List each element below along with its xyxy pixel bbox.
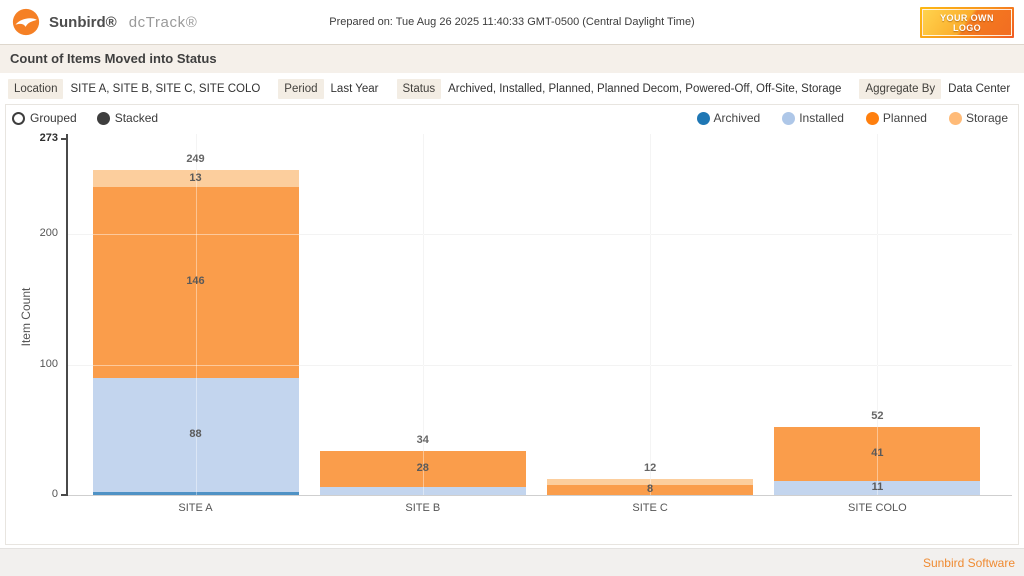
bar-segment-planned[interactable] <box>319 450 526 488</box>
sunbird-logo-icon <box>12 8 40 36</box>
x-axis-line <box>68 495 1012 496</box>
prepared-on-text: Prepared on: Tue Aug 26 2025 11:40:33 GM… <box>329 16 695 28</box>
badge-line-1: YOUR OWN <box>940 12 994 23</box>
radio-grouped[interactable]: Grouped <box>12 111 77 125</box>
y-tick-label: 200 <box>39 227 58 240</box>
y-tick-label: 273 <box>39 132 58 144</box>
bar-segment-label: 41 <box>871 446 884 459</box>
legend-swatch-storage-icon <box>948 111 962 125</box>
view-mode-radios: Grouped Stacked <box>12 111 158 125</box>
y-tick-label: 100 <box>39 357 58 370</box>
legend-swatch-archived-icon <box>696 111 710 125</box>
report-title: Count of Items Moved into Status <box>0 44 1024 73</box>
radio-grouped-circle-icon <box>12 111 25 125</box>
bar-segment-planned[interactable] <box>774 427 981 481</box>
legend-label-archived: Archived <box>713 111 761 125</box>
legend-swatch-installed-icon <box>782 111 796 125</box>
bar-segment-label: 146 <box>186 275 205 288</box>
bar-segment-label: 11 <box>871 480 884 493</box>
stacked-bar-chart: Item Count 88 146 13 249 SITE A 28 34 SITE B 8 12… <box>6 105 1018 544</box>
badge-line-2: LOGO <box>952 22 982 33</box>
bar-segment-planned[interactable] <box>547 484 754 495</box>
gridline-v-overlay <box>422 134 424 495</box>
gridline-v <box>650 134 652 495</box>
bar-segment-installed[interactable] <box>92 377 299 493</box>
filter-value-status: Archived, Installed, Planned, Planned De… <box>448 83 842 95</box>
legend-label-installed: Installed <box>799 111 844 125</box>
gridline-v-overlay <box>650 134 652 495</box>
footer-link[interactable]: Sunbird Software <box>922 556 1015 570</box>
gridline-v-overlay <box>877 134 879 495</box>
legend-swatch-planned-icon <box>865 111 879 125</box>
filter-label-aggregate-by: Aggregate By <box>859 79 942 99</box>
your-own-logo-badge-inner: YOUR OWN LOGO <box>922 9 1012 36</box>
y-tick-mark <box>61 138 66 140</box>
filter-value-location: SITE A, SITE B, SITE C, SITE COLO <box>70 83 261 95</box>
filter-bar: Location SITE A, SITE B, SITE C, SITE CO… <box>0 73 1024 105</box>
legend-item-storage[interactable]: Storage <box>948 111 1008 125</box>
filter-aggregate-by: Aggregate By Data Center <box>859 79 1010 99</box>
gridline-v-overlay <box>195 134 197 495</box>
your-own-logo-badge[interactable]: YOUR OWN LOGO <box>920 7 1014 38</box>
filter-label-status: Status <box>396 79 442 99</box>
category-label: SITE A <box>178 502 213 514</box>
bar-segment-storage[interactable] <box>92 170 299 188</box>
bar-segment-label: 8 <box>647 482 654 495</box>
radio-stacked-circle-icon <box>96 111 110 125</box>
category-label: SITE COLO <box>848 502 907 514</box>
gridline-v <box>877 134 879 495</box>
filter-label-period: Period <box>278 79 324 99</box>
filter-value-period: Last Year <box>330 83 379 95</box>
bar-segment-label: 88 <box>189 428 202 440</box>
legend-item-planned[interactable]: Planned <box>865 111 927 125</box>
gridline-h <box>68 364 1012 366</box>
filter-value-aggregate-by: Data Center <box>948 83 1011 95</box>
bar-segment-installed[interactable] <box>319 487 526 495</box>
bar-segment-installed[interactable] <box>774 480 981 495</box>
gridline-h-overlay <box>68 234 1012 236</box>
gridline-h <box>68 234 1012 236</box>
gridline-h-overlay <box>68 364 1012 366</box>
category-label: SITE C <box>632 502 668 514</box>
legend-item-installed[interactable]: Installed <box>782 111 844 125</box>
chart-card: Grouped Stacked Archived Installed Planned… <box>5 104 1019 545</box>
bar-total-label: 249 <box>186 153 205 166</box>
legend-item-archived[interactable]: Archived <box>696 111 761 125</box>
y-tick-label: 0 <box>51 488 58 500</box>
legend-label-planned: Planned <box>882 111 927 125</box>
category-label: SITE B <box>405 502 441 514</box>
brand-name: Sunbird® <box>49 13 117 31</box>
radio-stacked-label: Stacked <box>114 111 159 125</box>
gridline-v <box>422 134 424 495</box>
filter-location: Location SITE A, SITE B, SITE C, SITE CO… <box>8 79 260 99</box>
bar-segment-label: 13 <box>189 171 202 184</box>
y-tick-mark <box>61 494 66 496</box>
bar-total-label: 12 <box>643 462 657 475</box>
bar-segment-planned[interactable] <box>92 187 299 378</box>
chart-controls: Grouped Stacked Archived Installed Planned… <box>12 108 1008 128</box>
chart-legend: Archived Installed Planned Storage <box>696 111 1008 125</box>
bar-segment-label: 28 <box>416 461 429 474</box>
app-header: Sunbird® dcTrack® Prepared on: Tue Aug 2… <box>0 0 1024 44</box>
bar-segment-archived[interactable] <box>92 492 299 495</box>
filter-label-location: Location <box>8 79 64 99</box>
radio-stacked[interactable]: Stacked <box>96 111 159 125</box>
bar-total-label: 34 <box>416 433 429 446</box>
product-name: dcTrack® <box>128 13 198 31</box>
page-footer: Sunbird Software <box>0 548 1024 576</box>
radio-grouped-label: Grouped <box>30 111 77 125</box>
legend-label-storage: Storage <box>965 111 1008 125</box>
bar-segment-storage[interactable] <box>547 479 754 485</box>
filter-period: Period Last Year <box>278 79 379 99</box>
filter-status: Status Archived, Installed, Planned, Pla… <box>396 79 842 99</box>
y-axis-line <box>66 134 68 496</box>
bar-total-label: 52 <box>871 410 884 423</box>
